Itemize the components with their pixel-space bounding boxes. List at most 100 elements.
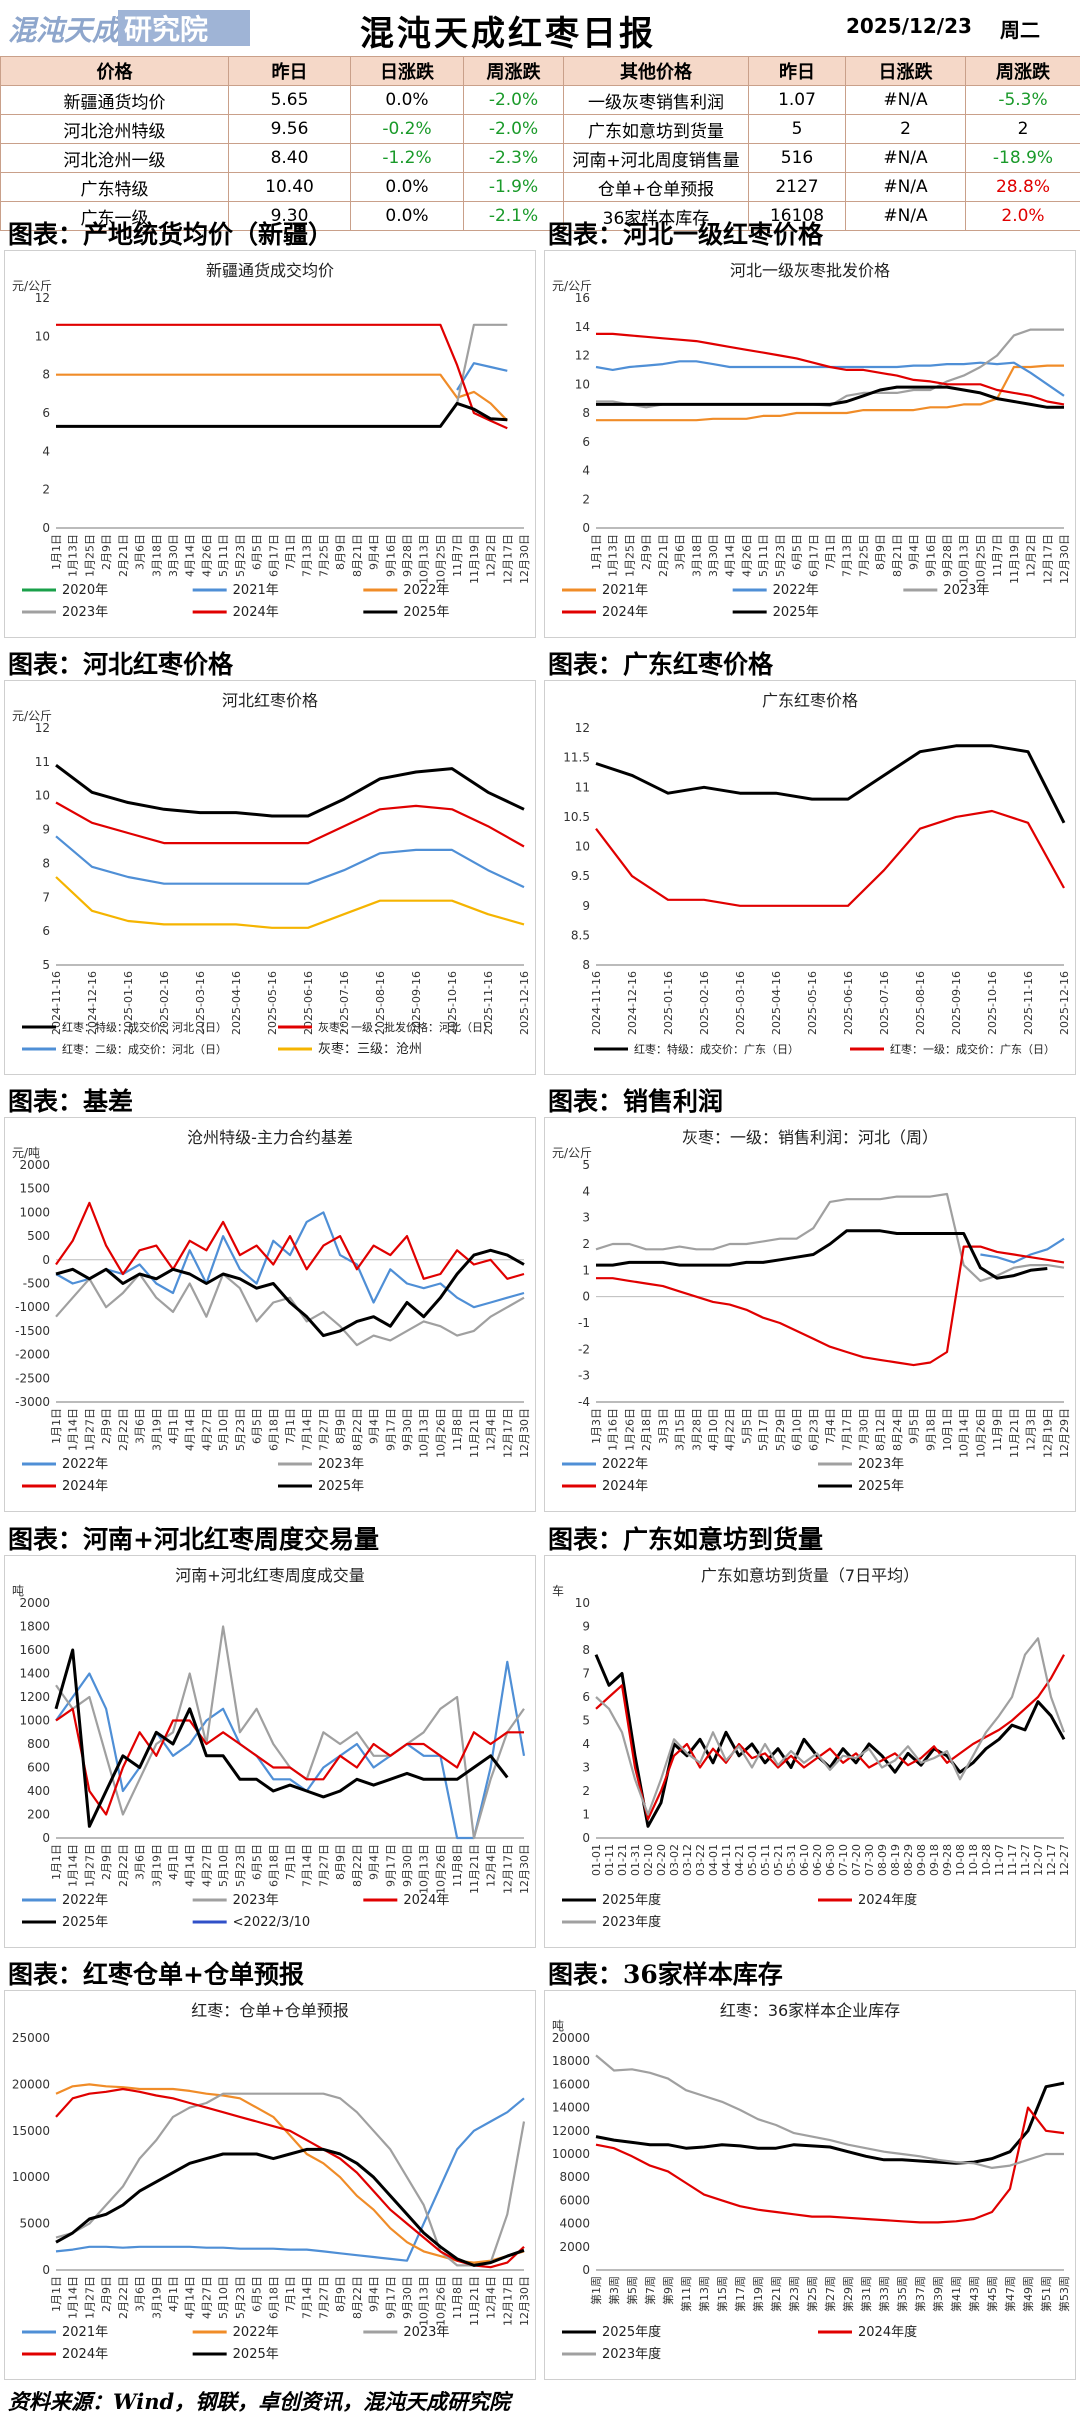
section-title: 图表：河北一级红枣价格 bbox=[548, 220, 824, 249]
table-row: 河北沧州特级 9.56 -0.2% -2.0% 广东如意坊到货量 5 2 2 bbox=[0, 114, 1080, 144]
x-tick-label: 5月23日 bbox=[234, 534, 247, 577]
chart-frame bbox=[4, 1117, 536, 1512]
x-tick-label: 7月30日 bbox=[857, 1408, 870, 1451]
x-tick-label: 12月30日 bbox=[518, 1408, 531, 1458]
x-tick-label: 第53周 bbox=[1057, 2276, 1071, 2312]
legend-label: 2021年 bbox=[233, 583, 279, 598]
x-tick-label: 3月19日 bbox=[150, 2276, 163, 2319]
y-tick-label: 0 bbox=[582, 1831, 590, 1845]
y-tick-label: 11 bbox=[575, 780, 590, 794]
series-line-4 bbox=[54, 1648, 509, 1828]
x-tick-label: 3月6日 bbox=[134, 534, 147, 570]
col-header: 日涨跌 bbox=[845, 56, 966, 86]
x-tick-label: 3月30日 bbox=[707, 534, 720, 577]
x-tick-label: 2025-06-16 bbox=[842, 971, 855, 1035]
col-header: 其他价格 bbox=[563, 56, 749, 86]
x-tick-label: 3月18日 bbox=[690, 534, 703, 577]
x-tick-label: 07-20 bbox=[850, 1844, 863, 1876]
chart-guangdong-price: 广东红枣价格 8 8.5 9 9.5 10 10.5 11 11.5 12 2024-11-16 20… bbox=[544, 680, 1076, 1075]
y-tick-label: 8.5 bbox=[571, 928, 590, 942]
x-tick-label: 11月19日 bbox=[1008, 534, 1021, 584]
y-tick-label: 1000 bbox=[19, 1714, 50, 1728]
x-tick-label: 7月27日 bbox=[317, 1408, 330, 1451]
x-tick-label: 2025-03-16 bbox=[734, 971, 747, 1035]
series-line-4 bbox=[55, 1248, 525, 1338]
x-tick-label: 2月9日 bbox=[100, 534, 113, 570]
table-cell: -2.1% bbox=[463, 201, 564, 231]
chart-frame bbox=[4, 1990, 536, 2380]
y-tick-label: 14 bbox=[575, 320, 590, 334]
table-cell: 广东一级 bbox=[0, 201, 229, 231]
chart-frame bbox=[544, 1990, 1076, 2380]
x-tick-label: 1月1日 bbox=[50, 2276, 63, 2312]
table-cell: 一级灰枣销售利润 bbox=[563, 85, 749, 115]
series-line-3 bbox=[55, 1707, 524, 1816]
col-header: 价格 bbox=[0, 56, 229, 86]
x-tick-label: 3月6日 bbox=[674, 534, 687, 570]
y-tick-label: 8000 bbox=[559, 2170, 590, 2184]
x-tick-label: 12月30日 bbox=[518, 1844, 531, 1894]
table-cell: 0.0% bbox=[350, 201, 464, 231]
table-row: 河北沧州一级 8.40 -1.2% -2.3% 河南+河北周度销售量 516 #N/A -18… bbox=[0, 143, 1080, 173]
y-axis-unit: 元/公斤 bbox=[552, 279, 592, 293]
y-tick-label: 2 bbox=[582, 1784, 590, 1798]
x-tick-label: 6月5日 bbox=[251, 2276, 264, 2312]
x-tick-label: 5月29日 bbox=[774, 1408, 787, 1451]
x-tick-label: 12月29日 bbox=[1058, 1408, 1071, 1458]
x-tick-label: 第23周 bbox=[787, 2276, 801, 2312]
chart-title: 河南+河北红枣周度成交量 bbox=[175, 1566, 364, 1585]
x-tick-label: 第39周 bbox=[931, 2276, 945, 2312]
x-tick-label: 2月18日 bbox=[640, 1408, 653, 1451]
x-tick-label: 08-29 bbox=[902, 1844, 915, 1876]
x-tick-label: 10月1日 bbox=[941, 1408, 954, 1451]
x-tick-label: 5月10日 bbox=[217, 1408, 230, 1451]
x-tick-label: 5月23日 bbox=[234, 2276, 247, 2319]
section-title: 图表：销售利润 bbox=[548, 1087, 724, 1116]
section-title: 图表：广东红枣价格 bbox=[548, 650, 774, 679]
table-cell: 新疆通货均价 bbox=[0, 85, 229, 115]
y-tick-label: 9 bbox=[582, 1620, 590, 1634]
x-tick-label: 2月22日 bbox=[117, 2276, 130, 2319]
x-tick-label: 1月14日 bbox=[67, 1844, 80, 1887]
x-tick-label: 6月5日 bbox=[251, 1408, 264, 1444]
y-tick-label: 2000 bbox=[19, 1596, 50, 1610]
x-tick-label: 8月22日 bbox=[351, 1844, 364, 1887]
x-tick-label: 7月1日 bbox=[824, 534, 837, 570]
legend-label: 红枣：特级：成交价：河北（日） bbox=[62, 1020, 227, 1034]
legend-label: <2022/3/10 bbox=[233, 1915, 311, 1930]
chart-title: 河北一级灰枣批发价格 bbox=[730, 261, 890, 280]
x-tick-label: 9月4日 bbox=[908, 534, 921, 570]
x-tick-label: 2025-09-16 bbox=[950, 971, 963, 1035]
y-tick-label: -4 bbox=[578, 1395, 590, 1409]
y-tick-label: 10 bbox=[35, 329, 50, 343]
table-cell: -1.9% bbox=[463, 172, 564, 202]
x-tick-label: 2025-07-16 bbox=[338, 971, 351, 1035]
x-tick-label: 12月17日 bbox=[501, 1844, 514, 1894]
x-tick-label: 第47周 bbox=[1003, 2276, 1017, 2312]
y-tick-label: 9 bbox=[42, 823, 50, 837]
x-tick-label: 2025-05-16 bbox=[806, 971, 819, 1035]
x-tick-label: 7月25日 bbox=[857, 534, 870, 577]
x-tick-label: 03-22 bbox=[694, 1844, 707, 1876]
x-tick-label: 3月28日 bbox=[690, 1408, 703, 1451]
x-tick-label: 06-30 bbox=[824, 1844, 837, 1876]
x-tick-label: 6月23日 bbox=[807, 1408, 820, 1451]
x-tick-label: 9月18日 bbox=[924, 1408, 937, 1451]
y-tick-label: 12 bbox=[35, 291, 50, 305]
series-line-1 bbox=[596, 364, 1064, 422]
x-tick-label: 1月27日 bbox=[83, 2276, 96, 2319]
x-tick-label: 第49周 bbox=[1021, 2276, 1035, 2312]
legend-label: 2023年 bbox=[318, 1457, 364, 1472]
table-cell: 2 bbox=[845, 114, 966, 144]
x-tick-label: 4月26日 bbox=[200, 534, 213, 577]
svg-text:混沌天成: 混沌天成 bbox=[8, 14, 124, 47]
table-cell: -2.3% bbox=[463, 143, 564, 173]
x-tick-label: 2025-06-16 bbox=[302, 971, 315, 1035]
x-tick-label: 12月4日 bbox=[485, 2276, 498, 2319]
legend-label: 红枣：二级：成交价：河北（日） bbox=[62, 1042, 227, 1056]
x-tick-label: 10月13日 bbox=[418, 2276, 431, 2326]
chart-title: 新疆通货成交均价 bbox=[206, 261, 334, 280]
x-tick-label: 5月17日 bbox=[757, 1408, 770, 1451]
y-tick-label: 12 bbox=[575, 721, 590, 735]
